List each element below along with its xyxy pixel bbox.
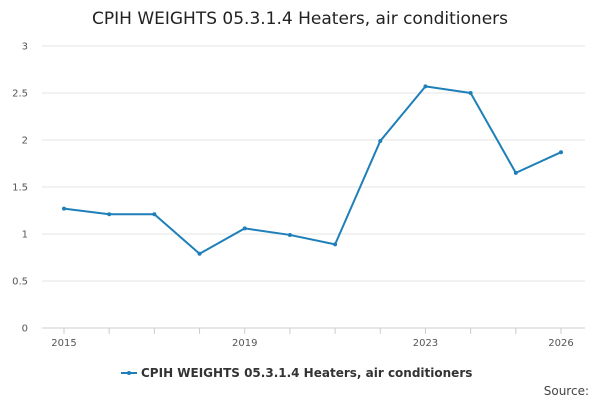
x-tick-label: 2015 (51, 338, 76, 349)
data-point (152, 212, 157, 217)
y-axis: 0 0.5 1 1.5 2 2.5 3 (12, 42, 28, 335)
grid-lines (42, 45, 585, 329)
y-tick-label: 1.5 (12, 183, 28, 194)
y-tick-label: 0.5 (12, 277, 28, 288)
data-point (559, 150, 563, 155)
x-tick-label: 2019 (232, 338, 257, 349)
x-tick-label: 2023 (413, 338, 438, 349)
data-point (197, 251, 202, 256)
series-line (63, 85, 562, 255)
y-tick-label: 0 (22, 324, 28, 335)
data-point (468, 91, 473, 95)
data-point (287, 232, 292, 237)
y-tick-label: 1 (22, 230, 28, 241)
x-axis: 2015 2019 2023 2026 (51, 328, 574, 349)
data-point (107, 212, 112, 217)
data-point (62, 206, 66, 211)
x-tick-label: 2026 (548, 338, 573, 349)
data-point (333, 242, 338, 247)
legend: CPIH WEIGHTS 05.3.1.4 Heaters, air condi… (121, 366, 472, 380)
chart-title: CPIH WEIGHTS 05.3.1.4 Heaters, air condi… (92, 9, 508, 29)
series-group (62, 84, 563, 256)
data-point (423, 84, 428, 89)
y-tick-label: 2.5 (12, 89, 28, 100)
legend-label: CPIH WEIGHTS 05.3.1.4 Heaters, air condi… (141, 366, 472, 380)
data-point (513, 170, 518, 175)
source-label: Source: (544, 384, 589, 398)
y-tick-label: 2 (22, 136, 28, 147)
data-point (242, 226, 247, 231)
data-point (378, 138, 383, 143)
y-tick-label: 3 (22, 42, 28, 53)
legend-swatch-marker (127, 371, 131, 375)
